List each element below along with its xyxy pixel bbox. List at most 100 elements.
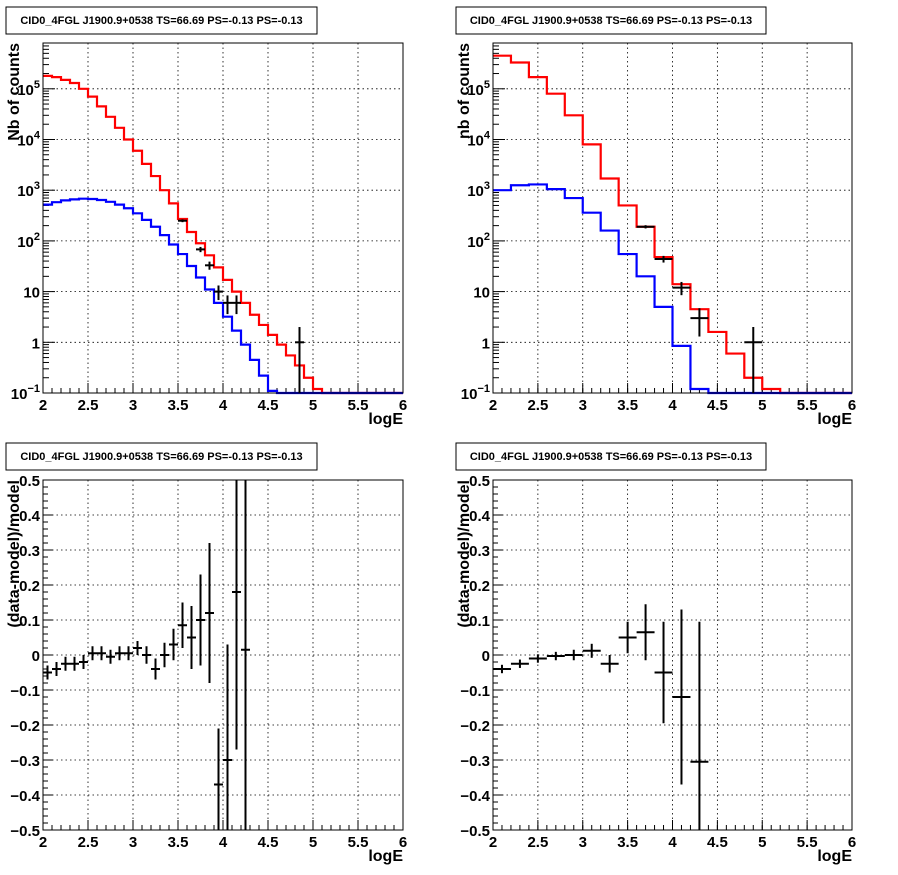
y-axis-title: (data-model)/model [6, 480, 23, 628]
plot-frame [492, 479, 853, 831]
tick-exponent: 3 [34, 180, 40, 192]
data-point [546, 651, 565, 661]
x-tick-label: 4 [219, 834, 228, 851]
panel-bottom-right: CID0_4FGL J1900.9+0538 TS=66.69 PS=-0.13… [455, 442, 856, 865]
chart-title: CID0_4FGL J1900.9+0538 TS=66.69 PS=-0.13… [20, 15, 302, 27]
x-tick-label: 3 [129, 397, 137, 414]
data-point [205, 261, 214, 270]
x-tick-label: 3.5 [617, 834, 638, 851]
tick-base: 10 [17, 132, 34, 149]
data-point [151, 658, 160, 680]
x-axis-title: logE [817, 411, 852, 428]
x-tick-label: 3 [579, 834, 587, 851]
data-point [295, 327, 304, 393]
tick-base: 10 [17, 183, 34, 200]
data-point [61, 656, 70, 671]
y-tick-label: 0.2 [19, 578, 40, 595]
y-tick-label: −0.2 [10, 718, 40, 735]
data-point [618, 621, 637, 654]
tick-base: 10 [461, 386, 478, 403]
title-frame [5, 442, 318, 471]
y-tick-label: −0.4 [460, 788, 490, 805]
data-point [223, 644, 232, 830]
data-point [672, 281, 691, 296]
plot-frame [42, 42, 404, 394]
y-tick-label: −0.5 [10, 823, 40, 840]
y-tick-label: 0 [32, 648, 40, 665]
x-tick-label: 6 [848, 397, 856, 414]
y-tick-label: 0.3 [19, 543, 40, 560]
tick-exponent: 5 [34, 79, 40, 91]
data-point [636, 604, 655, 661]
x-tick-label: 5 [309, 397, 317, 414]
y-tick-label: 10 [23, 285, 40, 302]
x-tick-label: 3.5 [168, 834, 189, 851]
x-axis-title: logE [368, 848, 403, 865]
x-tick-label: 2 [489, 397, 497, 414]
data-point [52, 662, 61, 676]
y-tick-label: 0.4 [469, 508, 491, 525]
x-tick-label: 5 [758, 397, 766, 414]
x-tick-label: 6 [399, 834, 407, 851]
y-tick-label: 0.2 [469, 578, 490, 595]
y-tick-label: 0.4 [19, 508, 41, 525]
data-point [142, 646, 151, 664]
x-tick-label: 2 [39, 397, 47, 414]
panel-bottom-left: CID0_4FGL J1900.9+0538 TS=66.69 PS=-0.13… [5, 442, 407, 865]
data-point [690, 308, 709, 337]
chart-title: CID0_4FGL J1900.9+0538 TS=66.69 PS=-0.13… [470, 451, 752, 463]
tick-exponent: 3 [484, 180, 490, 192]
data-point [178, 602, 187, 648]
tick-base: 10 [467, 234, 484, 251]
panel-top-right: CID0_4FGL J1900.9+0538 TS=66.69 PS=-0.13… [455, 6, 856, 428]
y-tick-label: 102 [467, 231, 490, 251]
y-tick-label: −0.4 [10, 788, 40, 805]
data-point [528, 654, 547, 663]
tick-base: 10 [467, 183, 484, 200]
tick-exponent: 4 [484, 129, 491, 141]
tick-base: 10 [467, 82, 484, 99]
y-tick-label: 0.1 [469, 613, 490, 630]
data-point [115, 646, 124, 661]
data-point [241, 480, 250, 830]
y-tick-label: 105 [467, 79, 490, 99]
x-tick-label: 3.5 [617, 397, 638, 414]
chart-title: CID0_4FGL J1900.9+0538 TS=66.69 PS=-0.13… [470, 15, 752, 27]
data-point [690, 621, 709, 830]
data-point [196, 246, 205, 253]
data-point [88, 646, 97, 661]
data-point [493, 664, 511, 674]
y-tick-label: 104 [467, 129, 491, 149]
data-point [187, 606, 196, 669]
x-tick-label: 5 [309, 834, 317, 851]
chart-title-box: CID0_4FGL J1900.9+0538 TS=66.69 PS=-0.13… [455, 442, 767, 471]
x-tick-label: 4.5 [707, 834, 728, 851]
data-point [510, 659, 529, 668]
data-point [232, 480, 241, 750]
data-point [79, 655, 88, 669]
data-point [43, 665, 52, 680]
x-tick-label: 2 [39, 834, 47, 851]
x-tick-label: 3 [579, 397, 587, 414]
y-tick-label: 10 [473, 285, 490, 302]
x-tick-label: 4 [668, 834, 677, 851]
x-tick-label: 3.5 [168, 397, 189, 414]
x-tick-label: 5.5 [348, 397, 369, 414]
y-tick-label: −0.5 [460, 823, 490, 840]
data-point [214, 728, 223, 830]
plot-frame [42, 479, 404, 831]
data-point [232, 295, 241, 315]
y-tick-label: 102 [17, 231, 40, 251]
data-point [654, 255, 673, 263]
chart-title: CID0_4FGL J1900.9+0538 TS=66.69 PS=-0.13… [20, 451, 302, 463]
y-tick-label: 103 [17, 180, 40, 200]
y-tick-label: 104 [17, 129, 41, 149]
y-tick-label: −0.1 [460, 683, 490, 700]
data-point [744, 327, 763, 393]
x-tick-label: 5.5 [797, 834, 818, 851]
x-tick-label: 2.5 [78, 397, 99, 414]
data-point [654, 621, 673, 724]
y-tick-label: 10−1 [11, 383, 40, 403]
tick-base: 10 [17, 234, 34, 251]
